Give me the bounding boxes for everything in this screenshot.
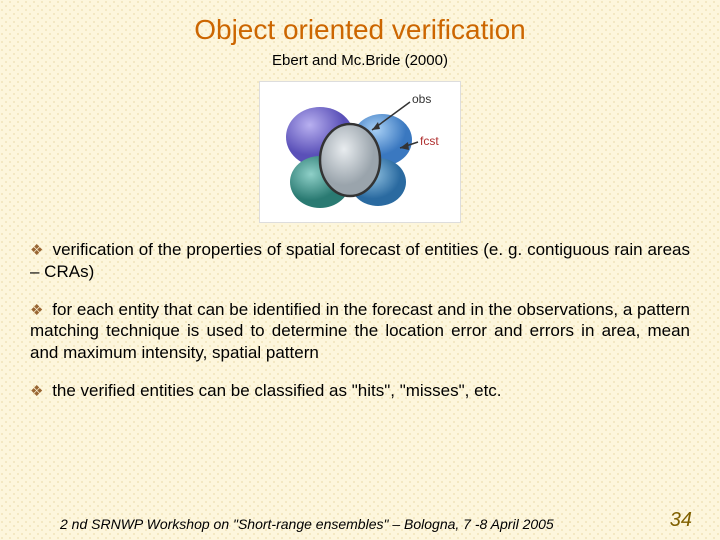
bullet-2: ❖ for each entity that can be identified… xyxy=(30,299,690,364)
figure-label-obs: obs xyxy=(412,92,431,106)
bullet-3-text: the verified entities can be classified … xyxy=(52,381,501,400)
obs-ellipse xyxy=(320,124,380,196)
bullet-3: ❖ the verified entities can be classifie… xyxy=(30,380,690,402)
page-number: 34 xyxy=(670,509,692,532)
body-text-block: ❖ verification of the properties of spat… xyxy=(0,239,720,402)
slide-title: Object oriented verification xyxy=(0,0,720,46)
footer: 2 nd SRNWP Workshop on "Short-range ense… xyxy=(0,509,720,532)
bullet-1-text: verification of the properties of spatia… xyxy=(30,240,690,281)
diagram-figure: obs fcst xyxy=(259,81,461,223)
bullet-1: ❖ verification of the properties of spat… xyxy=(30,239,690,283)
bullet-2-text: for each entity that can be identified i… xyxy=(30,300,690,363)
diamond-icon: ❖ xyxy=(30,302,44,319)
figure-label-fcst: fcst xyxy=(420,134,439,148)
diamond-icon: ❖ xyxy=(30,383,43,400)
diamond-icon: ❖ xyxy=(30,242,44,259)
slide-subtitle: Ebert and Mc.Bride (2000) xyxy=(0,52,720,69)
footer-text: 2 nd SRNWP Workshop on "Short-range ense… xyxy=(60,516,554,532)
